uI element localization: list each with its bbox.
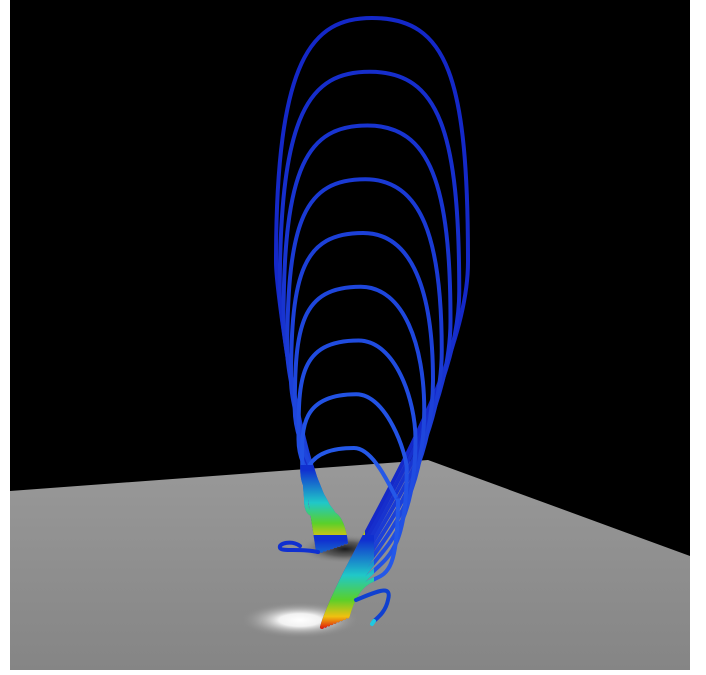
field-lines xyxy=(273,15,471,629)
left-footpoints xyxy=(300,465,365,557)
field-line-curl xyxy=(277,540,320,554)
field-line-foot xyxy=(303,465,348,545)
field-line-tail-end xyxy=(370,619,376,626)
field-line-tail xyxy=(354,588,391,623)
field-line-foot xyxy=(300,465,345,546)
